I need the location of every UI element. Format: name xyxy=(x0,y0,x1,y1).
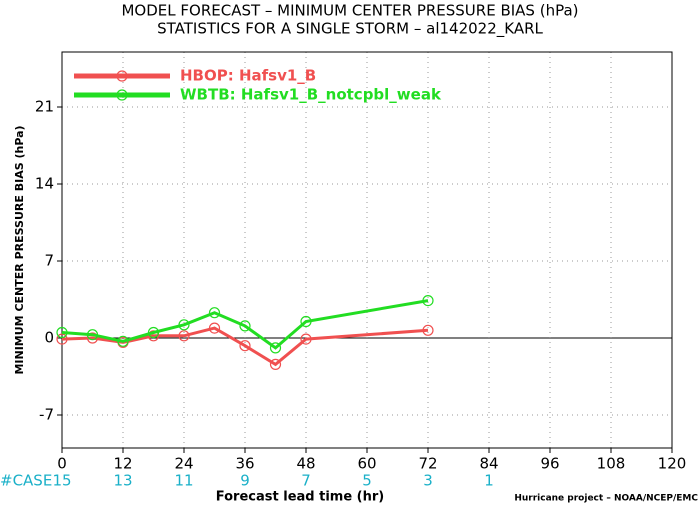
point xyxy=(300,315,312,328)
chart-title: MODEL FORECAST – MINIMUM CENTER PRESSURE… xyxy=(121,2,578,20)
point xyxy=(239,320,251,332)
case-count: 11 xyxy=(174,472,193,490)
point xyxy=(178,330,190,342)
x-tick-label: 0 xyxy=(57,455,67,473)
footer: Hurricane project – NOAA/NCEP/EMC xyxy=(514,494,698,504)
series-line xyxy=(61,326,429,367)
point xyxy=(422,324,434,336)
point xyxy=(56,326,68,339)
x-tick-label: 108 xyxy=(597,455,626,473)
legend-marker xyxy=(116,89,128,101)
point xyxy=(208,307,221,319)
point xyxy=(178,319,190,331)
x-tick-label: 72 xyxy=(418,455,437,473)
point xyxy=(239,340,251,352)
point xyxy=(269,358,282,370)
case-count: 1 xyxy=(484,472,494,490)
y-tick-label: 0 xyxy=(44,329,54,347)
x-tick-label: 96 xyxy=(540,455,559,473)
point xyxy=(300,333,312,345)
point xyxy=(86,329,99,341)
y-tick-label: 7 xyxy=(44,252,54,270)
point xyxy=(56,333,68,345)
x-tick-label: 48 xyxy=(296,455,315,473)
y-tick-label: 14 xyxy=(35,175,54,193)
case-count: 7 xyxy=(301,472,311,490)
case-count: 15 xyxy=(52,472,71,490)
case-count: 13 xyxy=(113,472,132,490)
chart-subtitle: STATISTICS FOR A SINGLE STORM – al142022… xyxy=(157,20,543,39)
case-count: 9 xyxy=(240,472,250,490)
point xyxy=(147,330,160,342)
legend-label: WBTB: Hafsv1_B_notcpbl_weak xyxy=(180,86,442,104)
point xyxy=(117,335,129,347)
plot-frame xyxy=(61,51,673,449)
y-tick-label: -7 xyxy=(39,406,54,424)
x-tick-label: 60 xyxy=(357,455,376,473)
x-tick-label: 12 xyxy=(113,455,132,473)
point xyxy=(86,332,99,344)
case-count: 3 xyxy=(423,472,433,490)
x-tick-label: 24 xyxy=(174,455,193,473)
x-tick-label: 36 xyxy=(235,455,254,473)
x-tick-label: 120 xyxy=(658,455,687,473)
y-tick-label: 21 xyxy=(35,98,54,116)
legend-label: HBOP: Hafsv1_B xyxy=(180,67,316,85)
point xyxy=(147,326,160,339)
point xyxy=(208,322,221,334)
case-label: #CASE xyxy=(0,472,52,490)
series-line xyxy=(61,299,429,350)
legend-marker xyxy=(116,70,128,82)
y-axis-label: MINIMUM CENTER PRESSURE BIAS (hPa) xyxy=(13,125,26,374)
case-count: 5 xyxy=(362,472,372,490)
point xyxy=(422,295,434,307)
x-axis-label: Forecast lead time (hr) xyxy=(216,490,384,505)
x-tick-label: 84 xyxy=(479,455,498,473)
point xyxy=(269,342,282,354)
